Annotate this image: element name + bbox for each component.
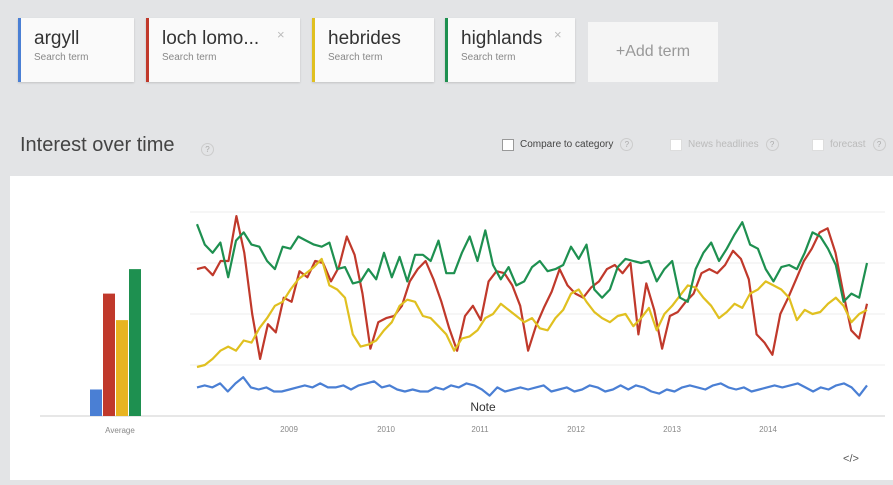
x-tick-label: 2014 (759, 425, 777, 434)
x-tick-label: 2009 (280, 425, 298, 434)
term-sub: Search term (34, 52, 89, 63)
x-tick-label: 2010 (377, 425, 395, 434)
term-card-argyll[interactable]: argyll Search term (18, 18, 134, 82)
close-icon[interactable]: × (554, 27, 562, 42)
series-line (195, 221, 869, 303)
option-label: News headlines (688, 139, 759, 150)
x-tick-label: 2013 (663, 425, 681, 434)
term-name: highlands (461, 28, 543, 49)
term-name: loch lomo... (162, 28, 260, 49)
x-tick-label: 2011 (471, 425, 489, 434)
forecast-option[interactable]: forecast ? (812, 138, 886, 151)
help-icon[interactable]: ? (201, 143, 214, 156)
term-color-bar (146, 18, 149, 82)
term-sub: Search term (328, 52, 383, 63)
section-title: Interest over time (20, 134, 175, 156)
term-name: hebrides (328, 28, 401, 49)
chart-panel: 2009 2010 2011 2012 2013 2014 Note Average </… (10, 176, 893, 480)
checkbox[interactable] (502, 138, 514, 151)
term-color-bar (312, 18, 315, 82)
average-label: Average (105, 426, 135, 435)
term-name: argyll (34, 28, 80, 49)
embed-icon[interactable]: </> (843, 453, 859, 465)
average-bar (116, 320, 128, 416)
note-label[interactable]: Note (470, 400, 496, 414)
term-sub: Search term (162, 52, 217, 63)
series-line (196, 257, 868, 369)
average-bar (90, 389, 102, 416)
checkbox[interactable] (812, 138, 824, 151)
series-line (196, 376, 868, 397)
x-tick-label: 2012 (567, 425, 585, 434)
option-label: forecast (830, 139, 866, 150)
term-color-bar (445, 18, 448, 82)
option-label: Compare to category (520, 139, 614, 150)
series-line (196, 214, 869, 360)
term-color-bar (18, 18, 21, 82)
help-icon[interactable]: ? (872, 138, 886, 151)
term-card-highlands[interactable]: highlands Search term × (445, 18, 575, 82)
term-card-loch-lomond[interactable]: loch lomo... Search term × (146, 18, 300, 82)
interest-chart: 2009 2010 2011 2012 2013 2014 Note Average </… (40, 211, 885, 465)
term-card-hebrides[interactable]: hebrides Search term (312, 18, 434, 82)
add-term-button[interactable]: +Add term (588, 22, 718, 82)
term-sub: Search term (461, 52, 516, 63)
close-icon[interactable]: × (277, 27, 285, 42)
checkbox[interactable] (670, 138, 682, 151)
average-bar (103, 293, 115, 416)
compare-to-category-option[interactable]: Compare to category ? (502, 138, 634, 151)
help-icon[interactable]: ? (620, 138, 634, 151)
news-headlines-option[interactable]: News headlines ? (670, 138, 779, 151)
help-icon[interactable]: ? (765, 138, 779, 151)
average-bar (129, 269, 141, 416)
